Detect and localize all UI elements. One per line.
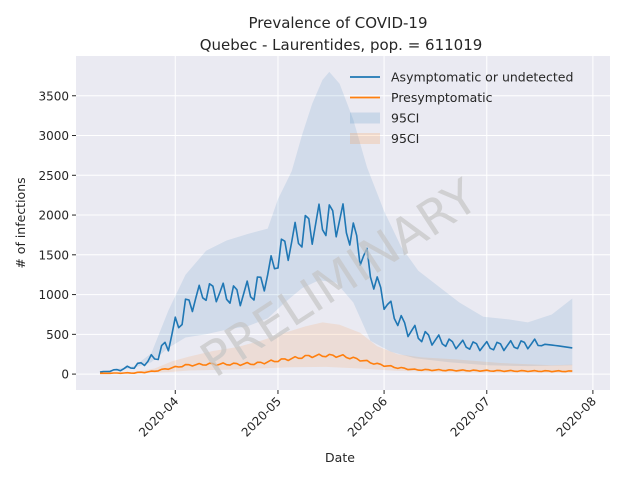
- series-lines: [99, 203, 573, 375]
- legend: Asymptomatic or undetected Presymptomatic…: [350, 70, 573, 146]
- y-tick-label: 1000: [38, 288, 69, 302]
- y-axis-ticks: 0 500 1000 1500 2000 2500 3000 3500: [38, 89, 76, 382]
- chart-subtitle: Quebec - Laurentides, pop. = 611019: [200, 36, 483, 54]
- x-axis-label: Date: [325, 450, 355, 465]
- y-tick-label: 2500: [38, 169, 69, 183]
- y-tick-label: 500: [46, 328, 69, 342]
- grid-lines: [76, 56, 610, 390]
- y-axis-label: # of infections: [13, 177, 28, 268]
- legend-label: 95CI: [391, 131, 419, 146]
- confidence-band-presymptomatic: [100, 322, 573, 374]
- legend-label: Asymptomatic or undetected: [391, 70, 573, 85]
- series-line-asymptomatic: [99, 203, 573, 373]
- y-tick-label: 3000: [38, 129, 69, 143]
- legend-swatch-band: [350, 133, 380, 144]
- chart-title: Prevalence of COVID-19: [248, 14, 427, 32]
- y-tick-label: 2000: [38, 209, 69, 223]
- y-tick-label: 0: [61, 368, 69, 382]
- y-tick-label: 3500: [38, 89, 69, 103]
- legend-swatch-band: [350, 112, 380, 124]
- legend-label: 95CI: [391, 111, 419, 126]
- y-tick-label: 1500: [38, 248, 69, 262]
- legend-label: Presymptomatic: [391, 90, 493, 105]
- series-line-presymptomatic: [99, 353, 573, 375]
